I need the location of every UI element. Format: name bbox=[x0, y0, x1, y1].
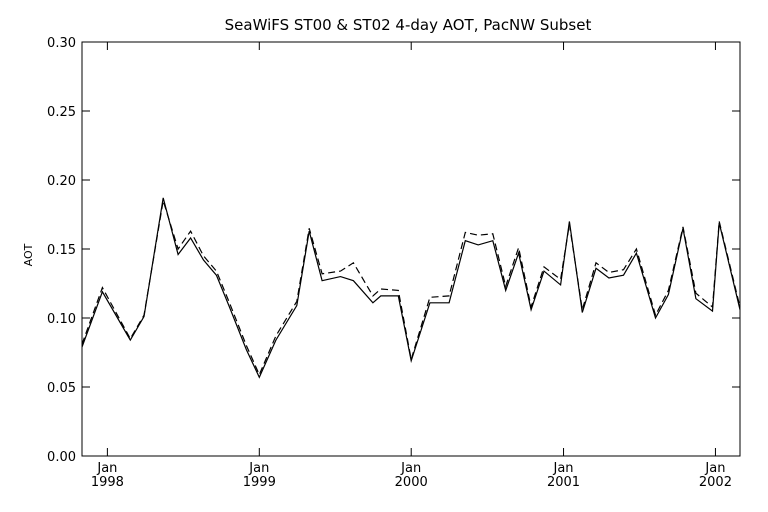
dashed-series-line bbox=[81, 200, 741, 377]
y-tick-label: 0.25 bbox=[47, 105, 76, 120]
x-tick-year-label: 2001 bbox=[547, 475, 580, 490]
y-tick-label: 0.20 bbox=[47, 174, 76, 189]
y-tick-label: 0.10 bbox=[47, 312, 76, 327]
chart-title: SeaWiFS ST00 & ST02 4-day AOT, PacNW Sub… bbox=[225, 16, 592, 34]
y-tick-label: 0.30 bbox=[47, 36, 76, 51]
x-tick-month-label: Jan bbox=[96, 461, 117, 476]
x-tick-year-label: 1999 bbox=[243, 475, 276, 490]
plot-frame bbox=[81, 41, 741, 457]
y-tick-label: 0.05 bbox=[47, 381, 76, 396]
x-tick-month-label: Jan bbox=[553, 461, 574, 476]
y-tick-label: 0.00 bbox=[47, 450, 76, 465]
x-tick-month-label: Jan bbox=[400, 461, 421, 476]
solid-series-line bbox=[81, 197, 741, 379]
x-tick-year-label: 2000 bbox=[395, 475, 428, 490]
y-axis-label: AOT bbox=[22, 243, 35, 266]
x-tick-year-label: 2002 bbox=[699, 475, 732, 490]
x-tick-month-label: Jan bbox=[704, 461, 725, 476]
series-layer bbox=[81, 197, 741, 379]
x-tick-year-label: 1998 bbox=[91, 475, 124, 490]
y-tick-label: 0.15 bbox=[47, 243, 76, 258]
y-axis-ticks: 0.00 0.05 0.10 0.15 0.20 0.25 0.30 bbox=[47, 36, 740, 465]
x-tick-month-label: Jan bbox=[248, 461, 269, 476]
